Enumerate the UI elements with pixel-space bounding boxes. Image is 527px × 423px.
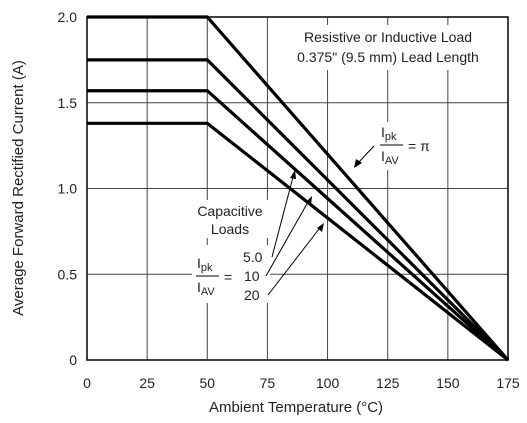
load-note-background bbox=[270, 25, 506, 70]
leader-10-arrowhead bbox=[306, 196, 312, 205]
x-tick-label: 75 bbox=[260, 375, 276, 391]
cap-ratio-equals: = bbox=[224, 269, 232, 285]
x-tick-label: 0 bbox=[83, 375, 91, 391]
leader-20 bbox=[267, 228, 320, 296]
pi-ratio-label: Ipk IAV = π bbox=[376, 122, 446, 170]
cap-value-10: 10 bbox=[244, 268, 260, 284]
series-line-1 bbox=[87, 15, 510, 362]
pi-ratio-value: = π bbox=[408, 138, 430, 154]
leader-20-arrowhead bbox=[317, 223, 324, 232]
cap-value-5-0: 5.0 bbox=[243, 249, 263, 265]
capacitive-loads-label: Capacitive Loads bbox=[180, 200, 280, 238]
capacitive-ratio-background bbox=[192, 245, 270, 303]
cap-ratio-numerator: Ipk bbox=[197, 255, 213, 274]
load-note: Resistive or Inductive Load 0.375" (9.5 … bbox=[270, 25, 506, 70]
cap-ratio-denominator: IAV bbox=[197, 279, 215, 298]
leader-10 bbox=[265, 201, 309, 277]
series-line-3 bbox=[87, 89, 510, 362]
y-tick-label: 2.0 bbox=[58, 9, 78, 25]
pi-leader-arrowhead bbox=[354, 159, 362, 168]
y-axis-label: Average Forward Rectified Current (A) bbox=[10, 60, 27, 316]
leader-5-0 bbox=[271, 176, 294, 258]
x-tick-label: 175 bbox=[496, 375, 520, 391]
series-line-2 bbox=[87, 58, 510, 362]
x-tick-label: 150 bbox=[436, 375, 460, 391]
cap-value-20: 20 bbox=[244, 287, 260, 303]
y-tick-label: 0.5 bbox=[58, 266, 78, 282]
plot-frame bbox=[86, 16, 509, 361]
x-axis-label: Ambient Temperature (°C) bbox=[209, 399, 383, 416]
pi-leader-line bbox=[357, 145, 375, 164]
load-note-line1: Resistive or Inductive Load bbox=[304, 29, 472, 45]
y-tick-label: 0 bbox=[69, 352, 77, 368]
load-note-line2: 0.375" (9.5 mm) Lead Length bbox=[297, 49, 479, 65]
series-lines bbox=[87, 15, 510, 362]
x-tick-label: 100 bbox=[316, 375, 340, 391]
capacitive-label-line1: Capacitive bbox=[197, 203, 263, 219]
y-tick-label: 1.5 bbox=[58, 95, 78, 111]
x-tick-labels: 0 25 50 75 100 125 150 175 bbox=[83, 375, 520, 391]
pi-ratio-background bbox=[376, 122, 446, 170]
x-tick-label: 125 bbox=[376, 375, 400, 391]
leader-5-0-arrowhead bbox=[290, 170, 296, 179]
capacitive-label-line2: Loads bbox=[211, 221, 249, 237]
y-tick-label: 1.0 bbox=[58, 181, 78, 197]
y-tick-labels: 0 0.5 1.0 1.5 2.0 bbox=[58, 9, 78, 368]
x-tick-label: 50 bbox=[199, 375, 215, 391]
x-tick-label: 25 bbox=[139, 375, 155, 391]
series-line-4 bbox=[87, 121, 509, 362]
capacitive-ratio: Ipk IAV = 5.0 10 20 bbox=[192, 245, 270, 303]
capacitive-label-background bbox=[180, 200, 280, 238]
pi-ratio-denominator: IAV bbox=[381, 148, 399, 167]
pi-ratio-numerator: Ipk bbox=[381, 124, 397, 143]
